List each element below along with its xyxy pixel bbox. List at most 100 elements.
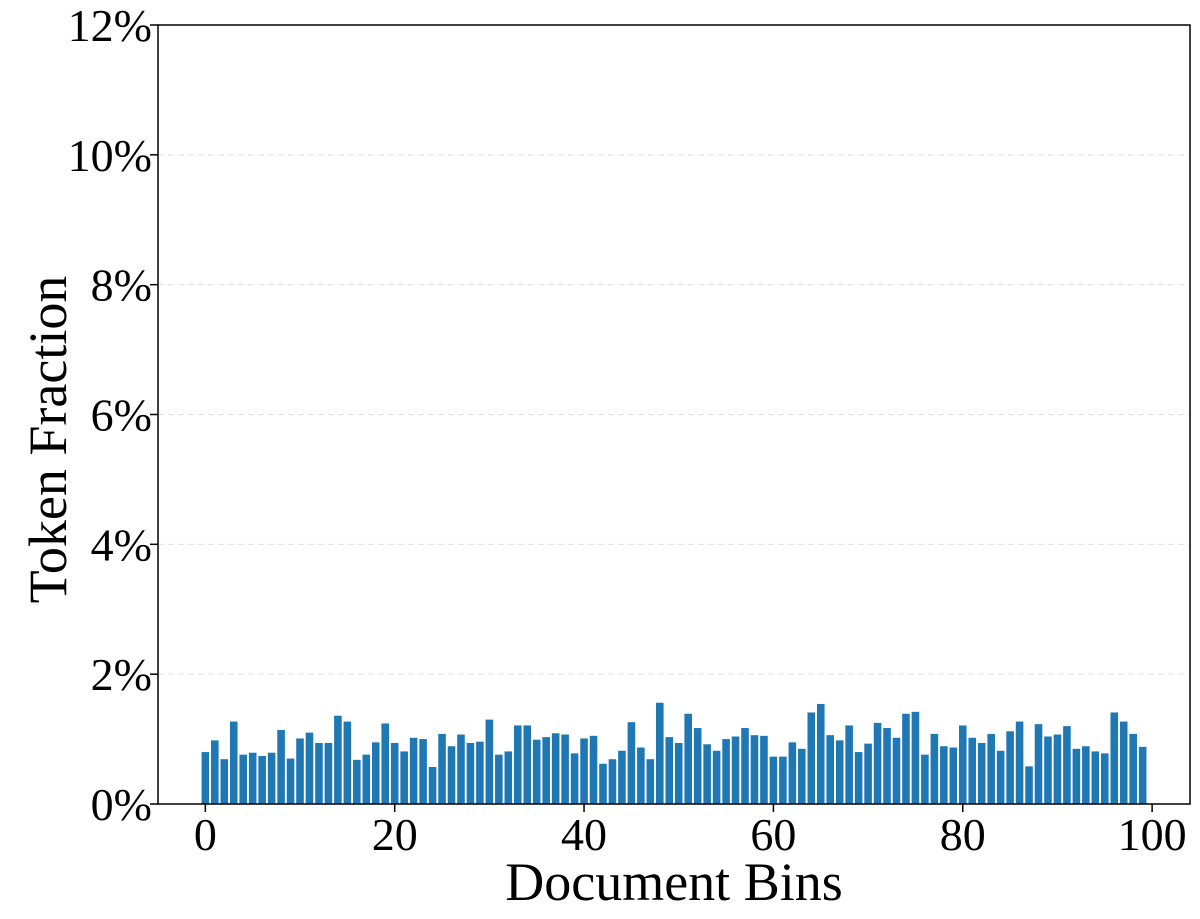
bar-37 (551, 733, 560, 804)
bar-83 (987, 733, 995, 804)
bar-42 (599, 763, 607, 804)
bar-22 (409, 737, 418, 804)
bar-77 (930, 733, 939, 804)
x-tick-label-2: 40 (561, 809, 607, 860)
bar-34 (523, 725, 532, 804)
bar-49 (665, 737, 674, 804)
bar-94 (1091, 751, 1100, 804)
bar-73 (892, 737, 901, 804)
bar-0 (201, 752, 210, 804)
y-tick-label-4: 8% (91, 260, 152, 311)
x-tick-label-1: 20 (372, 809, 418, 860)
bar-60 (769, 756, 778, 804)
bar-90 (1053, 734, 1062, 804)
bar-5 (248, 752, 257, 804)
y-axis-ticks: 0% 2% 4% 6% 8% 10% 12% (68, 0, 158, 830)
bar-65 (816, 704, 825, 804)
bar-92 (1072, 748, 1081, 804)
bar-56 (731, 736, 740, 804)
bar-36 (542, 737, 550, 804)
bar-61 (779, 756, 787, 804)
x-tick-label-4: 80 (940, 809, 986, 860)
bar-6 (258, 755, 266, 804)
bar-75 (911, 711, 920, 804)
bar-3 (229, 721, 238, 804)
bar-19 (381, 723, 390, 804)
x-tick-label-5: 100 (1118, 809, 1187, 860)
bar-16 (353, 759, 361, 804)
bar-96 (1110, 712, 1119, 804)
bar-47 (646, 759, 655, 804)
bar-23 (419, 739, 427, 804)
bar-32 (504, 751, 513, 804)
bar-14 (334, 715, 342, 804)
bar-41 (589, 735, 598, 804)
y-tick-label-5: 10% (68, 130, 152, 181)
y-tick-label-2: 4% (91, 519, 152, 570)
bar-85 (1006, 731, 1014, 804)
bar-2 (220, 759, 229, 804)
bar-95 (1101, 753, 1109, 804)
bar-48 (656, 702, 664, 804)
bar-93 (1082, 746, 1090, 804)
y-axis-title: Token Fraction (18, 276, 78, 604)
bar-52 (693, 728, 702, 804)
bar-70 (864, 743, 872, 804)
bar-53 (703, 744, 711, 804)
bar-33 (513, 725, 522, 804)
bar-38 (561, 734, 569, 804)
bar-1 (211, 740, 219, 804)
bar-72 (883, 728, 891, 804)
bar-50 (674, 742, 683, 804)
bar-91 (1063, 726, 1071, 804)
bar-8 (277, 729, 285, 804)
bar-59 (760, 735, 768, 804)
bar-12 (315, 742, 323, 804)
bar-30 (485, 719, 494, 804)
bar-87 (1025, 766, 1033, 804)
bar-46 (637, 747, 645, 804)
bar-80 (958, 725, 967, 804)
bar-10 (296, 738, 304, 804)
bar-57 (741, 728, 749, 804)
bar-28 (466, 742, 475, 804)
bar-43 (608, 759, 617, 804)
bar-20 (390, 742, 399, 804)
bar-82 (977, 742, 986, 804)
bar-68 (845, 725, 853, 804)
bar-27 (457, 734, 465, 804)
bar-54 (712, 750, 721, 804)
bar-67 (835, 740, 844, 804)
bar-11 (305, 732, 314, 804)
bar-7 (267, 752, 276, 804)
bar-86 (1015, 721, 1024, 804)
bar-63 (798, 748, 806, 804)
bar-45 (627, 722, 636, 804)
bar-21 (400, 751, 408, 804)
bar-66 (826, 735, 835, 804)
bar-15 (343, 721, 352, 804)
bar-51 (684, 713, 692, 804)
bar-98 (1129, 733, 1137, 804)
bar-76 (921, 754, 929, 804)
bar-26 (447, 746, 456, 804)
x-axis-ticks: 0 20 40 60 80 100 (194, 804, 1187, 860)
x-axis-title: Document Bins (505, 852, 842, 912)
y-tick-label-0: 0% (91, 779, 152, 830)
bar-97 (1119, 721, 1128, 804)
y-tick-label-3: 6% (91, 390, 152, 441)
bars (201, 702, 1147, 804)
bar-31 (495, 754, 503, 804)
bar-13 (324, 742, 333, 804)
bar-69 (854, 752, 863, 804)
bar-24 (428, 766, 437, 804)
bar-79 (949, 747, 958, 804)
x-tick-label-3: 60 (750, 809, 796, 860)
bar-58 (750, 735, 759, 804)
bar-62 (788, 742, 797, 804)
bar-39 (570, 753, 579, 804)
bar-4 (239, 754, 247, 804)
bar-74 (902, 713, 910, 804)
